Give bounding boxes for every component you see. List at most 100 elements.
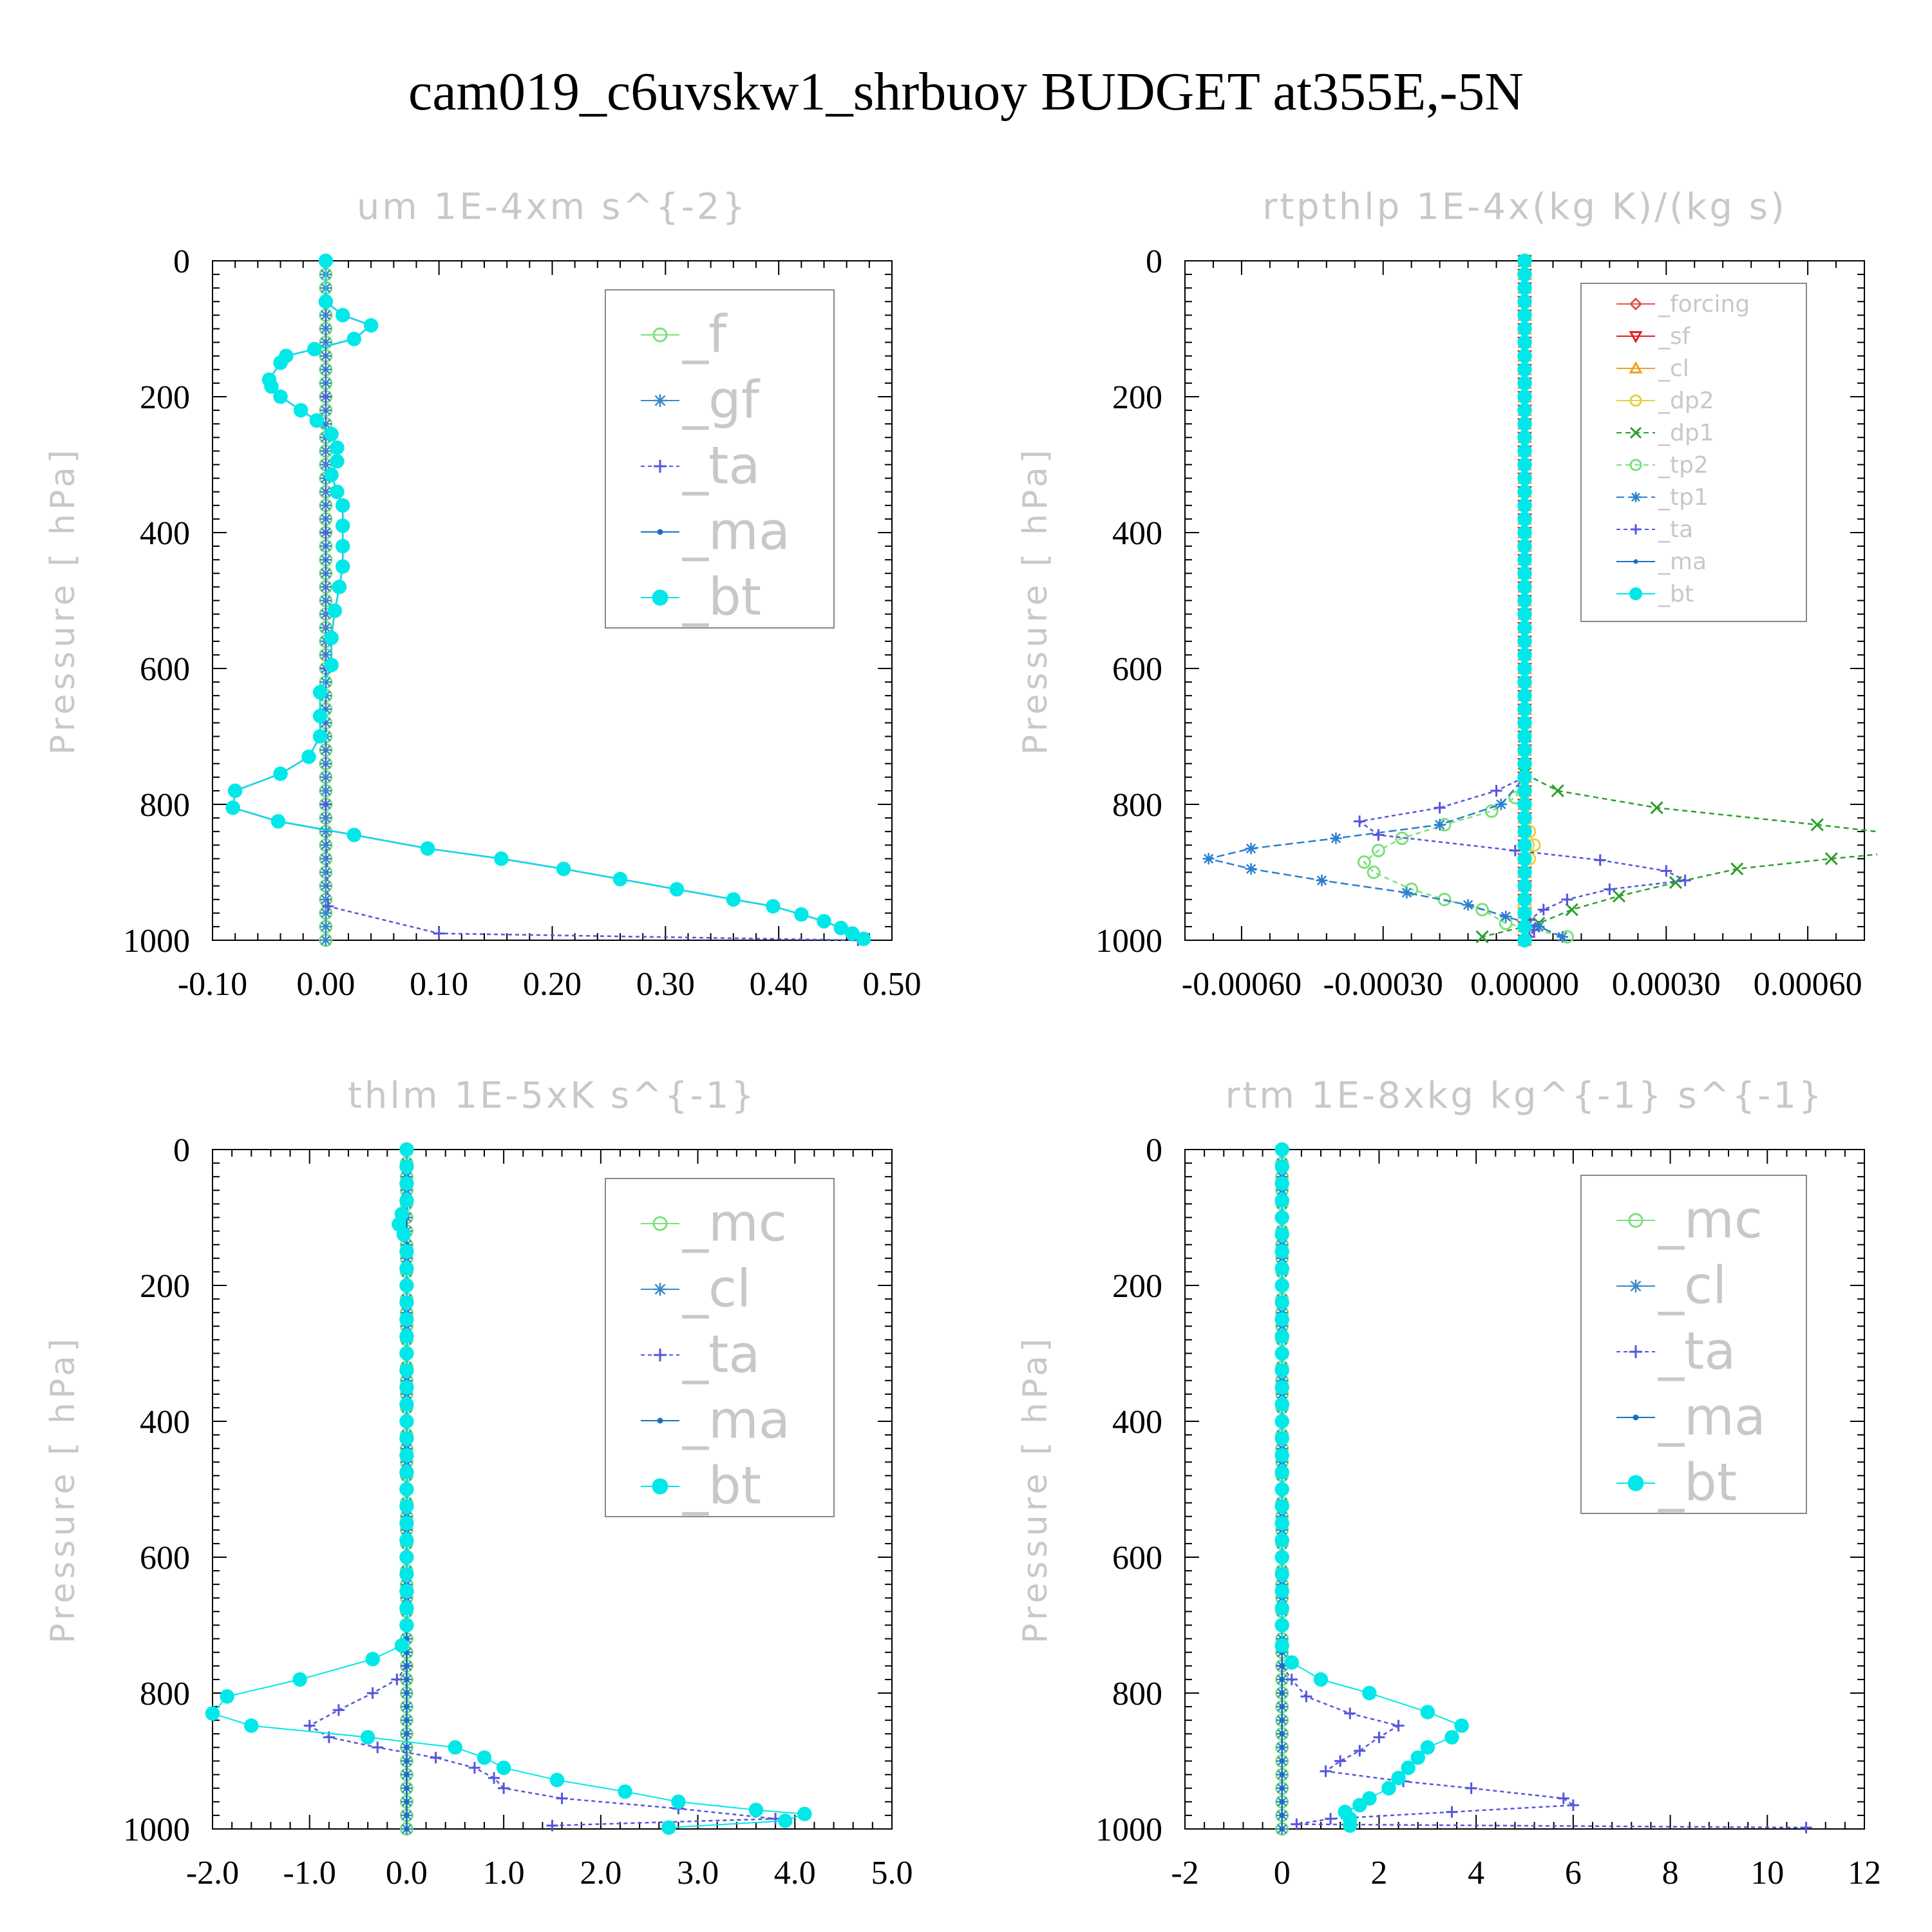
series-dp1-point	[1565, 903, 1578, 916]
legend-swatch-marker	[654, 1349, 667, 1361]
series-bt-point	[293, 402, 308, 418]
legend-swatch-marker	[1628, 1213, 1643, 1228]
series-bt-point	[1274, 1159, 1289, 1174]
legend-entry-dp1: _dp1	[1616, 420, 1714, 446]
series-tp2-point	[1357, 855, 1371, 869]
series-bt-point	[399, 1549, 414, 1565]
series-bt-point	[270, 814, 286, 829]
x-tick-label: 0.30	[636, 966, 695, 1003]
series-gf-point	[319, 907, 332, 919]
series-ma-point	[1279, 1663, 1285, 1669]
legend-entry-cl: _cl	[1616, 355, 1689, 382]
panel-3-title: thlm 1E-5xK s^{-1}	[348, 1075, 757, 1117]
series-ma-point	[1279, 1785, 1285, 1791]
y-tick-label: 800	[140, 1676, 190, 1712]
series-bt-point	[301, 749, 316, 764]
series-bt-point	[1362, 1685, 1377, 1701]
series-bt-point	[399, 1567, 414, 1582]
series-tp1-point	[1557, 931, 1569, 943]
legend-label: _ma	[682, 1390, 790, 1450]
series-bt-point	[1517, 511, 1532, 527]
series-bt-point	[399, 1482, 414, 1497]
series-bt-point	[661, 1820, 676, 1835]
series-bt-point	[1517, 810, 1532, 826]
series-ta-point	[319, 527, 332, 538]
legend-entry-ta: _ta	[1616, 1321, 1736, 1381]
series-bt-point	[726, 892, 741, 907]
x-tick-label: 2.0	[580, 1855, 621, 1891]
series-ta-point	[1490, 784, 1502, 797]
legend-swatch-marker	[1629, 297, 1643, 311]
legend-entry-forcing: _forcing	[1616, 291, 1750, 317]
x-tick-label: -2.0	[186, 1855, 239, 1891]
series-ma-point	[1279, 1772, 1285, 1777]
legend-entry-ma: _ma	[641, 1390, 790, 1450]
series-ta-point	[391, 1673, 403, 1685]
series-bt-point	[1517, 430, 1532, 445]
series-bt-point	[399, 1261, 414, 1276]
series-ta-point	[1509, 844, 1521, 857]
y-tick-label: 600	[140, 651, 190, 688]
series-dp1-point	[1475, 930, 1489, 943]
legend-entry-cl: _cl	[1616, 1255, 1727, 1315]
series-bt-point	[312, 685, 328, 700]
series-bt-point	[1352, 1797, 1367, 1813]
legend-entry-bt: _bt	[1616, 581, 1694, 607]
legend-swatch-marker	[1629, 587, 1642, 600]
series-ta-point	[332, 1704, 345, 1716]
y-tick-label: 400	[140, 515, 190, 552]
legend-swatch-marker	[1629, 361, 1643, 374]
series-gf-point	[319, 323, 332, 335]
series-bt-point	[327, 603, 343, 618]
series-ma-point	[404, 1676, 410, 1682]
series-bt-point	[292, 1672, 307, 1687]
series-bt-point	[273, 766, 288, 781]
x-tick-label: 0.20	[523, 966, 582, 1003]
series-bt-point	[1274, 1227, 1289, 1242]
series-bt-point	[1274, 1346, 1289, 1361]
y-tick-label: 600	[1112, 651, 1162, 688]
series-bt-point	[309, 413, 325, 428]
x-tick-label: 3.0	[677, 1855, 719, 1891]
series-ta-point	[1557, 1792, 1569, 1804]
series-bt	[1274, 1142, 1469, 1833]
series-gf-point	[319, 934, 332, 946]
series-ta-point	[1537, 904, 1549, 916]
series-tp1-point	[1500, 911, 1512, 923]
series-bt-point	[671, 1794, 686, 1810]
series-bt-point	[1454, 1718, 1469, 1733]
series-ma-point	[404, 1758, 410, 1764]
series-ma-point	[404, 1772, 410, 1777]
panel-4-title: rtm 1E-8xkg kg^{-1} s^{-1}	[1225, 1075, 1824, 1117]
legend-entry-tp1: _tp1	[1616, 484, 1709, 511]
series-ma-point	[1279, 1826, 1285, 1832]
legend-box	[1580, 283, 1807, 622]
series-bt-point	[1274, 1431, 1289, 1446]
series-ta-point	[1291, 1818, 1303, 1830]
series-bt-point	[399, 1600, 414, 1616]
series-ta-point	[546, 1819, 558, 1832]
y-tick-label: 200	[1112, 379, 1162, 416]
series-bt-point	[1274, 1244, 1289, 1259]
series-bt-point	[324, 630, 339, 645]
y-tick-label: 1000	[123, 923, 190, 960]
series-bt-point	[549, 1772, 565, 1788]
series-ta-point	[498, 1782, 510, 1794]
series-bt-point	[1517, 892, 1532, 907]
legend-swatch-marker	[652, 1216, 668, 1231]
series-dp1-point	[1810, 818, 1824, 831]
panel-3-plot-area	[205, 1142, 812, 1836]
series-bt-point	[1274, 1261, 1289, 1276]
series-bt-point	[420, 841, 435, 856]
series-bt-point	[1274, 1363, 1289, 1378]
series-dp1-point	[1650, 801, 1663, 815]
series-bt-point	[1517, 756, 1532, 771]
series-bt-point	[399, 1278, 414, 1293]
series-ta-point	[1567, 1799, 1579, 1812]
series-bt-point	[1517, 865, 1532, 880]
series-ta-point	[1373, 1731, 1385, 1743]
y-tick-label: 600	[140, 1540, 190, 1577]
legend-swatch-marker	[657, 529, 663, 535]
series-bt-point	[205, 1706, 220, 1721]
